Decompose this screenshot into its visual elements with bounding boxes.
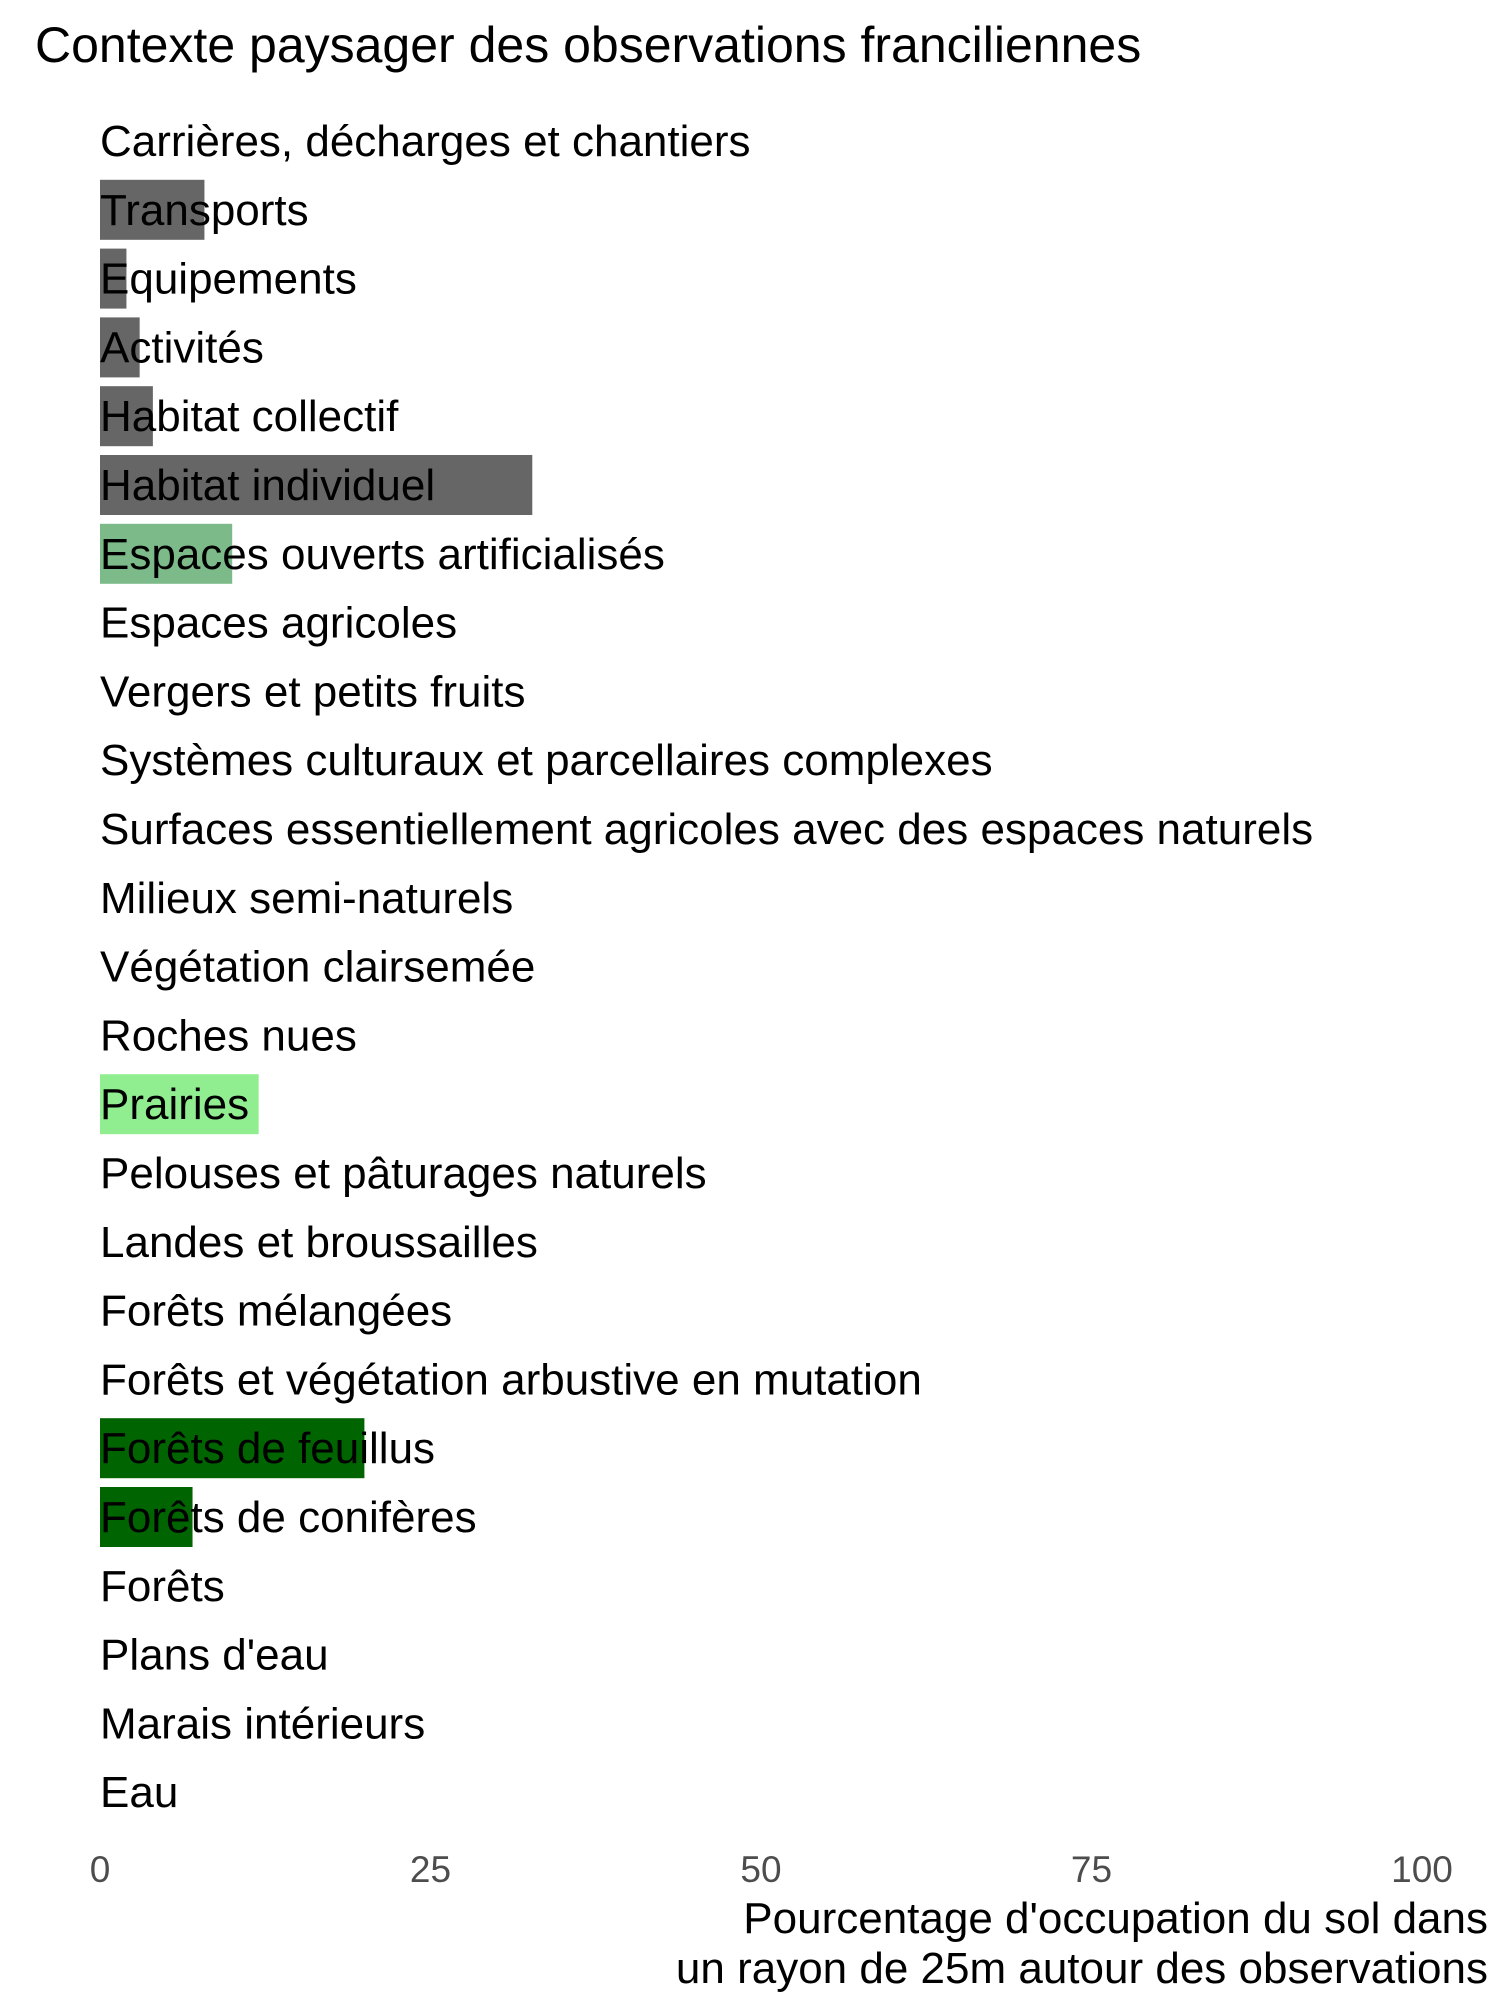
bar: [100, 523, 233, 584]
bar: [100, 248, 127, 309]
bar: [100, 1418, 365, 1479]
x-tick-label: 75: [1071, 1849, 1112, 1890]
chart-title: Contexte paysager des observations franc…: [35, 17, 1141, 73]
category-label: Forêts de conifères: [100, 1493, 477, 1542]
bar: [100, 179, 205, 240]
x-tick-label: 50: [740, 1849, 781, 1890]
category-label: Carrières, décharges et chantiers: [100, 117, 751, 166]
x-tick-label: 25: [410, 1849, 451, 1890]
category-label: Espaces agricoles: [100, 599, 457, 648]
category-label: Forêts mélangées: [100, 1287, 452, 1336]
category-label: Forêts et végétation arbustive en mutati…: [100, 1355, 922, 1404]
category-labels: Carrières, décharges et chantiers Transpo…: [100, 117, 1313, 1817]
bar: [100, 1487, 193, 1547]
category-label: Equipements: [100, 255, 357, 304]
category-label: Transports: [100, 186, 309, 235]
category-label: Pelouses et pâturages naturels: [100, 1149, 707, 1198]
category-label: Espaces ouverts artificialisés: [100, 530, 665, 579]
x-axis-label-line-2: un rayon de 25m autour des observations: [676, 1944, 1488, 1993]
x-axis-label-line-1: Pourcentage d'occupation du sol dans: [743, 1894, 1488, 1943]
bars-group: [100, 179, 533, 1547]
category-label: Prairies: [100, 1080, 249, 1129]
x-axis-ticks: 0 25 50 75 100: [90, 1849, 1453, 1890]
bar: [100, 455, 533, 515]
bar: [100, 386, 153, 447]
category-label: Surfaces essentiellement agricoles avec …: [100, 805, 1313, 854]
x-tick-label: 0: [90, 1849, 111, 1890]
category-label: Activités: [100, 323, 264, 372]
category-label: Milieux semi-naturels: [100, 874, 513, 923]
category-label: Roches nues: [100, 1011, 357, 1060]
x-tick-label: 100: [1391, 1849, 1453, 1890]
category-label: Végétation clairsemée: [100, 943, 535, 992]
category-label: Forêts de feuillus: [100, 1424, 435, 1473]
category-label: Habitat individuel: [100, 461, 435, 510]
category-label: Marais intérieurs: [100, 1699, 425, 1748]
category-label: Eau: [100, 1768, 178, 1817]
category-label: Landes et broussailles: [100, 1218, 538, 1267]
category-label: Plans d'eau: [100, 1631, 329, 1680]
bar: [100, 1074, 259, 1135]
category-label: Systèmes culturaux et parcellaires compl…: [100, 736, 993, 785]
category-label: Forêts: [100, 1562, 225, 1611]
bar: [100, 317, 140, 378]
category-label: Vergers et petits fruits: [100, 667, 526, 716]
category-label: Habitat collectif: [100, 392, 399, 441]
